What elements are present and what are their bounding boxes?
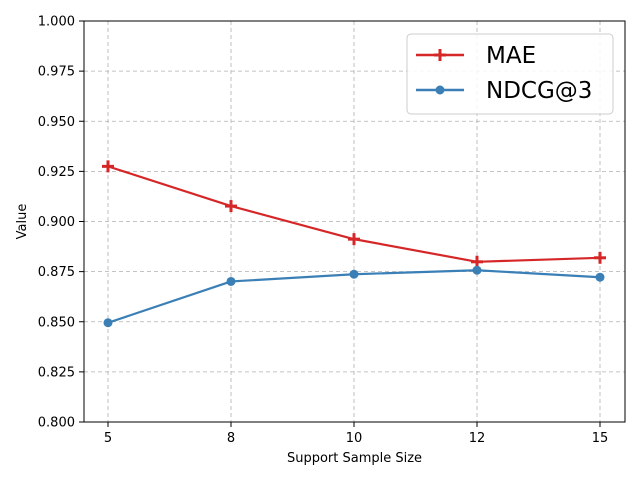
mae-point (348, 233, 360, 246)
ndcg-3-point (226, 276, 236, 286)
y-axis-label: Value (15, 204, 30, 240)
y-tick-label: 0.925 (38, 165, 75, 180)
legend-marker (435, 85, 445, 95)
legend-marker (434, 49, 446, 61)
ndcg-3-series (103, 265, 605, 328)
y-tick-label: 0.850 (38, 315, 75, 330)
x-axis-label: Support Sample Size (287, 451, 422, 466)
legend-label: MAE (486, 43, 536, 69)
mae-series (102, 160, 606, 268)
y-tick-label: 0.800 (38, 416, 75, 431)
x-tick-label: 12 (469, 431, 486, 446)
legend: MAE NDCG@3 (406, 33, 614, 115)
mae-point (102, 160, 114, 173)
x-tick-label: 10 (346, 431, 363, 446)
y-tick-label: 0.900 (38, 215, 75, 230)
legend-item: MAE (416, 43, 536, 69)
legend-item: NDCG@3 (416, 78, 592, 104)
ndcg-3-point (595, 272, 605, 282)
series-layer (102, 160, 606, 328)
x-tick-label: 8 (227, 431, 235, 446)
mae-point (225, 200, 237, 213)
y-tick-label: 0.875 (38, 265, 75, 280)
x-tick-label: 15 (592, 431, 609, 446)
mae-point (594, 251, 606, 264)
y-tick-label: 0.950 (38, 115, 75, 130)
y-tick-label: 1.000 (38, 15, 75, 30)
ndcg-3-point (472, 265, 482, 275)
ndcg-3-point (349, 269, 359, 279)
ndcg-3-point (103, 318, 113, 328)
x-tick-label: 5 (104, 431, 112, 446)
y-tick-label: 0.975 (38, 65, 75, 80)
axis-ticks: 5 8 10 12 15 0.800 0.825 0.850 0.875 0.900 0.925 0.… (38, 15, 608, 447)
plot-frame (83, 20, 626, 423)
legend-label: NDCG@3 (486, 78, 592, 104)
y-tick-label: 0.825 (38, 365, 75, 380)
